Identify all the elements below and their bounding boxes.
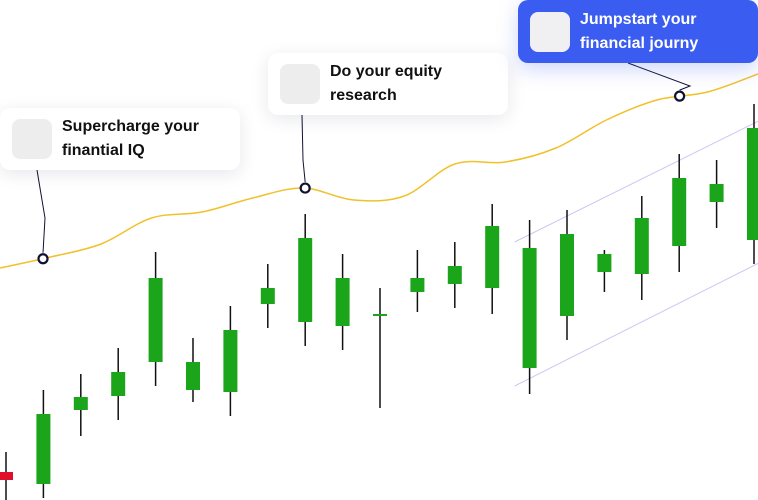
bullish-candle xyxy=(148,278,163,362)
bearish-candle xyxy=(0,472,13,480)
bullish-candle xyxy=(111,372,126,396)
bullish-candle xyxy=(672,178,687,246)
card-label: Do your equity research xyxy=(330,63,443,104)
card-icon xyxy=(12,119,52,159)
supercharge-card[interactable]: Supercharge your finantial IQ xyxy=(0,108,240,170)
card-icon xyxy=(280,64,320,104)
bullish-candle xyxy=(410,278,425,292)
equity-research-card[interactable]: Do your equity research xyxy=(268,53,508,115)
bullish-candle xyxy=(634,218,649,274)
bullish-candle xyxy=(298,238,313,322)
bullish-candle xyxy=(73,397,88,410)
card-icon xyxy=(530,11,570,52)
bullish-candle xyxy=(560,234,574,316)
bullish-candle xyxy=(597,254,612,272)
bullish-candle xyxy=(709,184,724,202)
card-label: Jumpstart your financial journy xyxy=(580,10,699,52)
marker-connector xyxy=(627,62,692,91)
trend-marker-dot xyxy=(674,90,686,102)
trend-marker-dot xyxy=(37,253,49,265)
bullish-candle xyxy=(447,266,462,284)
card-label: Supercharge your finantial IQ xyxy=(62,118,199,159)
channel-upper-line xyxy=(514,120,758,243)
jumpstart-card[interactable]: Jumpstart your financial journy xyxy=(518,0,758,63)
bullish-candle xyxy=(223,330,238,392)
bullish-candle xyxy=(260,288,275,304)
bullish-candle xyxy=(186,362,200,390)
trend-line xyxy=(0,73,758,269)
bullish-candle xyxy=(485,226,500,288)
bullish-candle xyxy=(335,278,350,326)
bullish-candle xyxy=(747,128,758,240)
channel-lower-line xyxy=(514,262,758,387)
marker-connector xyxy=(36,169,46,253)
trend-marker-dot xyxy=(299,182,311,194)
bullish-candle xyxy=(522,248,537,368)
marker-connector xyxy=(301,114,306,183)
bullish-candle xyxy=(36,414,51,484)
bullish-candle xyxy=(373,314,387,316)
